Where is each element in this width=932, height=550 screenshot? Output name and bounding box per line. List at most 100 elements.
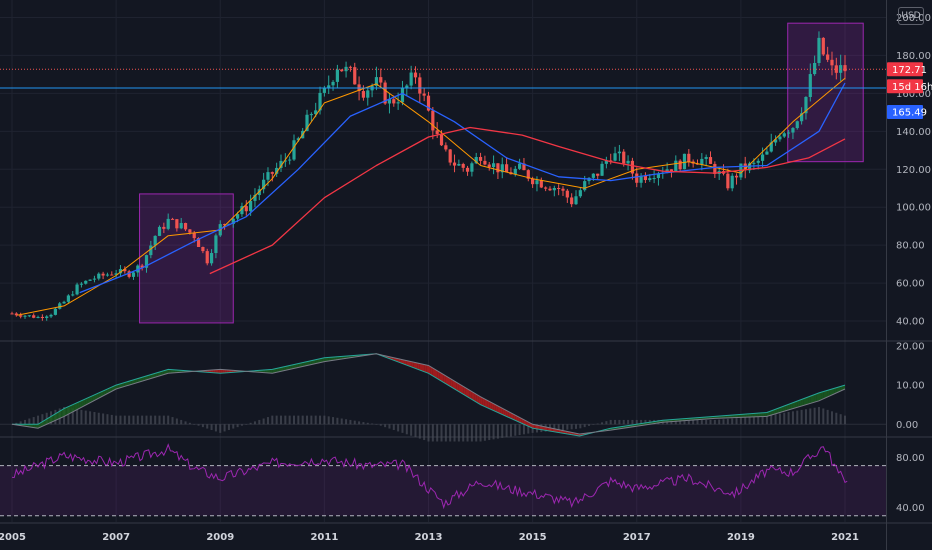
candle-down bbox=[635, 173, 639, 183]
price-lines bbox=[0, 68, 886, 89]
candle-up bbox=[322, 87, 326, 93]
macd-fill bbox=[452, 379, 455, 389]
macd-fill bbox=[339, 356, 342, 360]
candle-up bbox=[253, 195, 257, 201]
macd-histogram-bar bbox=[41, 414, 44, 425]
macd-fill bbox=[547, 427, 550, 432]
macd-histogram-bar bbox=[314, 415, 317, 425]
macd-fill bbox=[784, 405, 787, 412]
macd-fill bbox=[298, 363, 301, 368]
macd-fill bbox=[439, 372, 442, 382]
candle-up bbox=[153, 235, 157, 246]
rsi-panel bbox=[0, 443, 886, 517]
macd-histogram-bar bbox=[631, 419, 634, 425]
macd-fill bbox=[150, 374, 153, 379]
candle-up bbox=[105, 274, 110, 276]
macd-histogram-bar bbox=[223, 424, 226, 432]
candle-down bbox=[678, 160, 682, 170]
macd-fill bbox=[283, 366, 286, 371]
candle-down bbox=[348, 66, 353, 68]
macd-fill bbox=[554, 428, 557, 433]
macd-histogram-bar bbox=[505, 424, 508, 438]
macd-histogram-bar bbox=[618, 419, 621, 425]
candle-up bbox=[75, 284, 79, 295]
candle-down bbox=[379, 77, 383, 83]
candle-up bbox=[704, 157, 708, 159]
candle-up bbox=[795, 121, 799, 129]
macd-histogram-bar bbox=[640, 419, 643, 425]
macd-fill bbox=[740, 414, 743, 418]
macd-fill bbox=[471, 391, 475, 401]
candle-up bbox=[309, 114, 313, 116]
currency-button[interactable]: USD bbox=[898, 7, 924, 25]
candle-down bbox=[622, 151, 626, 164]
candle-up bbox=[179, 223, 183, 229]
macd-fill bbox=[311, 360, 314, 365]
macd-fill bbox=[476, 394, 479, 404]
rsi-tick-label: 80.00 bbox=[896, 453, 925, 464]
macd-fill bbox=[404, 360, 407, 366]
price-tick-label: 160.00 bbox=[896, 89, 931, 100]
macd-histogram-bar bbox=[839, 414, 842, 425]
macd-histogram-bar bbox=[119, 415, 122, 425]
macd-histogram-bar bbox=[297, 415, 300, 425]
macd-fill bbox=[495, 404, 498, 413]
candle-up bbox=[474, 156, 478, 164]
ma-line-3 bbox=[209, 126, 846, 275]
macd-fill bbox=[422, 364, 425, 372]
macd-histogram-bar bbox=[765, 415, 768, 425]
macd-histogram-bar bbox=[436, 424, 439, 442]
macd-histogram-bar bbox=[258, 419, 261, 425]
candle-down bbox=[110, 274, 114, 276]
macd-fill bbox=[296, 363, 299, 368]
candle-up bbox=[84, 280, 88, 284]
macd-histogram-bar bbox=[167, 415, 170, 425]
macd-fill bbox=[142, 376, 145, 382]
macd-histogram-bar bbox=[514, 424, 517, 436]
macd-fill bbox=[428, 365, 431, 375]
macd-fill bbox=[461, 385, 464, 395]
macd-fill bbox=[406, 360, 409, 366]
macd-fill bbox=[792, 401, 796, 409]
macd-fill bbox=[70, 404, 73, 413]
macd-histogram-bar bbox=[761, 415, 764, 425]
candle-down bbox=[10, 313, 14, 315]
macd-fill bbox=[98, 391, 101, 399]
macd-histogram-bar bbox=[136, 415, 139, 425]
macd-fill bbox=[532, 424, 535, 429]
macd-histogram-bar bbox=[735, 418, 738, 425]
macd-fill bbox=[320, 358, 323, 363]
macd-fill bbox=[285, 366, 288, 371]
macd-fill bbox=[487, 400, 490, 409]
macd-fill bbox=[46, 417, 49, 425]
macd-histogram-bar bbox=[622, 419, 625, 425]
last-price-badge-bg bbox=[887, 62, 923, 77]
macd-histogram-bar bbox=[115, 415, 118, 425]
candle-up bbox=[752, 162, 756, 164]
macd-fill bbox=[419, 363, 422, 371]
macd-fill bbox=[517, 416, 520, 423]
macd-fill bbox=[222, 369, 225, 374]
macd-histogram-bar bbox=[388, 424, 391, 429]
macd-fill bbox=[469, 390, 472, 400]
macd-fill bbox=[304, 361, 307, 366]
macd-fill bbox=[146, 375, 149, 380]
macd-fill bbox=[734, 414, 737, 418]
macd-histogram-bar bbox=[379, 424, 382, 426]
macd-fill bbox=[157, 372, 160, 377]
macd-fill bbox=[278, 367, 281, 372]
macd-fill bbox=[48, 416, 51, 424]
macd-histogram-bar bbox=[449, 424, 452, 442]
macd-fill bbox=[445, 375, 448, 386]
macd-fill bbox=[66, 406, 69, 416]
macd-fill bbox=[87, 396, 91, 404]
macd-histogram-bar bbox=[301, 415, 304, 425]
macd-histogram-bar bbox=[279, 415, 282, 425]
macd-fill bbox=[29, 424, 32, 428]
candle-up bbox=[327, 85, 331, 88]
candle-up bbox=[804, 96, 808, 114]
candle-down bbox=[548, 188, 552, 191]
macd-fill bbox=[330, 357, 334, 361]
candle-down bbox=[465, 167, 470, 172]
